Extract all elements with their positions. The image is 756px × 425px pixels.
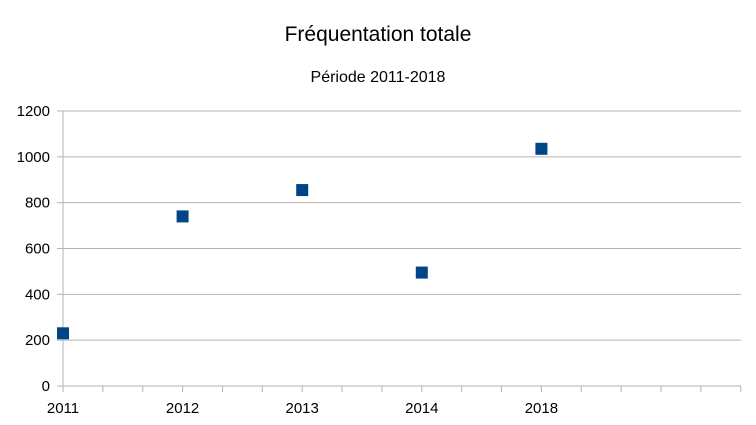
y-tick-label: 200: [25, 332, 50, 349]
y-tick-label: 600: [25, 241, 50, 258]
x-tick-label: 2013: [286, 400, 319, 417]
gridlines: [57, 110, 742, 392]
y-tick-label: 1000: [17, 149, 50, 166]
x-tick-label: 2011: [47, 400, 79, 417]
x-axis-tick-labels: 2011 2012 2013 2014 2018: [47, 400, 558, 417]
data-point-marker: [176, 210, 189, 223]
x-tick-label: 2012: [166, 400, 199, 417]
data-point-marker: [57, 327, 69, 340]
chart-title: Fréquentation totale: [285, 23, 472, 46]
data-point-marker: [535, 142, 548, 155]
data-point-marker: [296, 184, 309, 197]
y-tick-label: 400: [25, 286, 50, 303]
y-tick-label: 0: [42, 378, 50, 395]
data-point-marker: [415, 266, 428, 279]
chart-subtitle: Période 2011-2018: [311, 69, 446, 86]
x-tick-label: 2014: [405, 400, 438, 417]
y-tick-label: 1200: [17, 103, 50, 120]
x-tick-label: 2018: [525, 400, 558, 417]
data-points: [57, 142, 548, 340]
y-axis-tick-labels: 0 200 400 600 800 1000 1200: [17, 103, 50, 395]
y-tick-label: 800: [25, 195, 50, 212]
